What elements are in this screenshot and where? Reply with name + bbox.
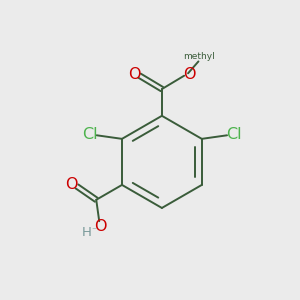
Text: methyl: methyl bbox=[184, 52, 215, 61]
Text: H: H bbox=[82, 226, 92, 239]
Text: O: O bbox=[128, 67, 140, 82]
Text: ⁻: ⁻ bbox=[91, 226, 96, 236]
Text: Cl: Cl bbox=[226, 127, 242, 142]
Text: Cl: Cl bbox=[82, 127, 98, 142]
Text: O: O bbox=[94, 219, 106, 234]
Text: O: O bbox=[65, 177, 78, 192]
Text: O: O bbox=[183, 67, 196, 82]
